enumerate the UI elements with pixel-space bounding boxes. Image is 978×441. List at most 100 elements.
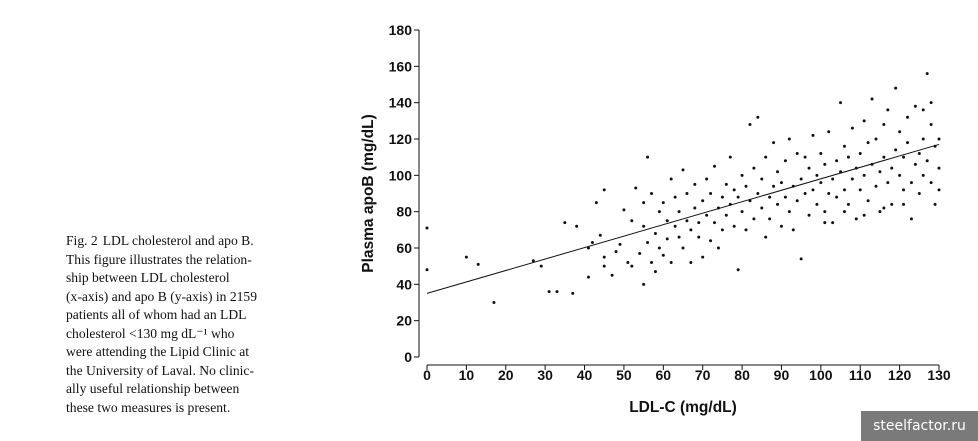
data-point xyxy=(622,208,626,212)
caption-line: This figure illustrates the relation- xyxy=(66,251,252,267)
caption-line: cholesterol <130 mg dL⁻¹ who xyxy=(66,325,235,341)
y-tick-label: 80 xyxy=(396,204,412,220)
data-point xyxy=(724,213,728,217)
data-point xyxy=(854,217,858,221)
caption-line: (x-axis) and apo B (y-axis) in 2159 xyxy=(66,288,258,304)
data-point xyxy=(594,201,598,205)
data-point xyxy=(638,251,642,255)
data-point xyxy=(827,130,831,134)
data-point xyxy=(827,192,831,195)
data-point xyxy=(898,130,902,134)
data-point xyxy=(803,155,807,159)
data-point xyxy=(724,182,728,186)
data-point xyxy=(858,188,862,192)
data-point xyxy=(858,152,862,156)
data-point xyxy=(685,192,689,195)
data-point xyxy=(689,261,693,265)
data-point xyxy=(921,173,925,177)
data-point xyxy=(464,255,468,259)
data-point xyxy=(795,199,799,203)
data-point xyxy=(555,290,559,294)
data-point xyxy=(909,181,913,185)
data-point xyxy=(598,233,602,237)
data-point xyxy=(846,202,850,206)
data-point xyxy=(610,273,614,277)
data-point xyxy=(547,290,551,294)
data-point xyxy=(673,195,677,199)
data-point xyxy=(649,192,653,195)
data-point xyxy=(642,224,646,228)
data-point xyxy=(913,162,917,166)
watermark: steelfactor.ru xyxy=(861,411,978,441)
data-point xyxy=(705,213,709,217)
data-point xyxy=(744,184,748,188)
caption-line: the University of Laval. No clinic- xyxy=(66,362,254,378)
x-tick-label: 80 xyxy=(734,367,750,383)
data-point xyxy=(764,235,768,239)
data-point xyxy=(894,148,898,152)
data-points xyxy=(425,72,941,304)
data-point xyxy=(756,115,760,119)
data-point xyxy=(653,270,657,274)
data-point xyxy=(882,122,886,126)
data-point xyxy=(602,188,606,192)
data-point xyxy=(921,137,925,141)
data-point xyxy=(681,168,685,172)
caption-line-0: Fig. 2 LDL cholesterol and apo B. xyxy=(66,232,301,251)
data-point xyxy=(839,101,843,105)
data-point xyxy=(799,177,803,181)
y-tick-label: 100 xyxy=(389,167,413,183)
data-point xyxy=(921,108,925,112)
data-point xyxy=(807,213,811,217)
data-point xyxy=(819,152,823,156)
data-point xyxy=(425,226,429,230)
data-point xyxy=(882,155,886,159)
data-point xyxy=(681,246,685,250)
y-tick-label: 0 xyxy=(404,349,412,365)
data-point xyxy=(772,184,776,188)
data-point xyxy=(905,141,909,145)
figure-caption: Fig. 2 LDL cholesterol and apo B. This fi… xyxy=(66,232,301,417)
data-point xyxy=(764,155,768,159)
x-tick-label: 130 xyxy=(927,367,951,383)
data-point xyxy=(661,253,665,257)
data-point xyxy=(783,195,787,199)
data-point xyxy=(850,177,854,181)
data-point xyxy=(902,202,906,206)
data-point xyxy=(590,241,594,245)
data-point xyxy=(665,237,669,241)
data-point xyxy=(697,221,701,225)
data-point xyxy=(811,133,815,137)
data-point xyxy=(835,159,839,163)
data-point xyxy=(815,173,819,177)
data-point xyxy=(642,201,646,205)
data-point xyxy=(653,231,657,235)
data-point xyxy=(720,195,724,199)
data-point xyxy=(752,166,756,170)
figure-label: Fig. 2 xyxy=(66,233,98,248)
data-point xyxy=(728,155,732,159)
data-point xyxy=(716,246,720,250)
y-tick-label: 160 xyxy=(389,58,413,74)
data-point xyxy=(803,192,807,195)
x-tick-label: 40 xyxy=(577,367,593,383)
data-point xyxy=(586,246,590,250)
data-point xyxy=(890,166,894,170)
caption-line-text: LDL cholesterol and apo B. xyxy=(102,233,254,248)
data-point xyxy=(736,268,740,272)
data-point xyxy=(657,246,661,250)
data-point xyxy=(787,210,791,214)
data-point xyxy=(870,97,874,101)
trend-line xyxy=(426,143,940,294)
data-point xyxy=(882,206,886,210)
data-point xyxy=(772,141,776,145)
data-point xyxy=(811,188,815,192)
data-point xyxy=(842,144,846,148)
data-point xyxy=(878,210,882,214)
data-point xyxy=(677,210,681,214)
x-tick-label: 100 xyxy=(809,367,833,383)
data-point xyxy=(823,162,827,166)
caption-line: ally useful relationship between xyxy=(66,381,240,396)
data-point xyxy=(902,155,906,159)
